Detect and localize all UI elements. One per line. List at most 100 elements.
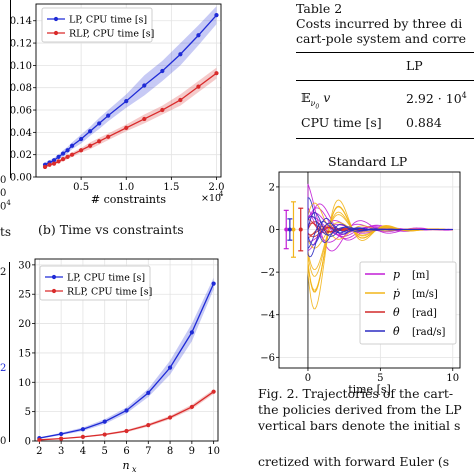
data-point (189, 330, 194, 335)
data-point (167, 415, 173, 420)
legend-unit: [m] (412, 270, 429, 281)
legend-label: LP, CPU time [s] (67, 273, 145, 284)
y-tick-label: 20 (18, 319, 31, 330)
table-cell: 2.92 · 104 (406, 91, 467, 107)
x-axis-label: time [s] (348, 383, 391, 396)
data-point (167, 365, 173, 370)
data-point (79, 148, 84, 153)
data-point (56, 154, 61, 160)
data-point (102, 432, 107, 437)
x-tick-label: 3 (58, 446, 64, 457)
data-point (56, 159, 61, 164)
left-fragment-ytick: 0 (0, 175, 7, 186)
x-multiplier-label: ×10 (201, 193, 221, 204)
y-tick-label: 0.02 (10, 150, 32, 161)
legend-symbol: p (393, 268, 400, 281)
y-tick-label: 25 (18, 290, 31, 301)
data-point (142, 116, 147, 122)
data-point (160, 68, 165, 74)
data-point (160, 107, 165, 113)
table-cell: 0.884 (406, 115, 442, 130)
legend-unit: [rad] (412, 308, 437, 319)
legend-box (41, 7, 153, 43)
data-point (69, 143, 75, 148)
data-point (97, 121, 102, 126)
left-fragment-top-axis (0, 0, 11, 178)
y-tick-label: 0.12 (10, 39, 32, 50)
legend-symbol: θ̇ (393, 325, 400, 338)
x-tick-label: 10 (446, 373, 459, 384)
table-row-label: CPU time [s] (301, 115, 382, 130)
y-tick-label: 0.04 (10, 128, 32, 139)
x-axis-label: n (122, 459, 129, 472)
data-point (214, 13, 219, 18)
plot-d-title: Standard LP (328, 154, 408, 169)
data-point (60, 151, 66, 156)
trajectory-line (307, 221, 453, 250)
table-caption-line: Costs incurred by three di (296, 16, 463, 31)
x-tick-label: 4 (80, 446, 86, 457)
legend-unit: [m/s] (412, 289, 438, 300)
data-point (196, 84, 201, 89)
data-point (102, 419, 107, 424)
data-point (146, 423, 151, 428)
data-point (59, 431, 64, 437)
left-fragment-xtick: 04 (0, 199, 11, 213)
legend-box (359, 261, 457, 345)
x-tick-label: 0.5 (73, 182, 89, 193)
y-tick-label: 0.06 (10, 106, 32, 117)
legend-label: RLP, CPU time [s] (69, 29, 154, 40)
left-fragment-bottom-axis (0, 262, 10, 442)
data-point (106, 134, 111, 139)
data-point (51, 158, 57, 163)
data-point (37, 437, 42, 442)
axes-frame (278, 171, 461, 369)
x-tick-label: 2 (36, 446, 42, 457)
y-tick-label: 5 (25, 407, 31, 418)
figure-caption-line: Fig. 2. Trajectories of the cart- (258, 386, 454, 401)
figure-caption-line: the policies derived from the LP (258, 402, 462, 417)
left-fragment-caption: ts (0, 225, 11, 239)
y-tick-label: −4 (260, 310, 275, 321)
y-tick-label: 0 (269, 225, 275, 236)
data-point (106, 113, 111, 118)
initial-state-marker (291, 227, 296, 232)
x-tick-label: 1.0 (118, 182, 134, 193)
data-point (146, 390, 151, 395)
left-fragment-ytick: 0 (0, 188, 7, 199)
data-point (69, 152, 75, 157)
left-fragment-ytick: 2 (0, 363, 7, 374)
data-point (124, 99, 129, 104)
table-col-header: LP (406, 58, 423, 73)
data-point (88, 143, 93, 148)
data-point (97, 139, 102, 144)
data-point (124, 408, 129, 413)
figure-caption-line: vertical bars denote the initial s (258, 418, 461, 433)
legend-unit: [rad/s] (412, 327, 446, 338)
table-caption-line: cart-pole system and corre (296, 31, 467, 46)
data-point (124, 125, 129, 130)
data-point (42, 164, 48, 170)
series-band (45, 67, 217, 169)
x-tick-label: 8 (167, 446, 173, 457)
initial-state-marker (287, 227, 292, 232)
y-tick-label: −6 (260, 353, 275, 364)
legend-symbol: θ (393, 306, 400, 319)
legend-symbol: ṗ (393, 287, 400, 300)
data-point (189, 404, 194, 410)
y-tick-label: 0.00 (10, 173, 32, 184)
y-tick-label: 10 (18, 378, 31, 389)
data-point (142, 83, 147, 88)
table-bottom-rule (296, 138, 474, 139)
x-tick-label: 9 (189, 446, 195, 457)
data-point (60, 157, 66, 162)
y-tick-label: 15 (18, 348, 31, 359)
x-tick-label: 5 (102, 446, 108, 457)
axes-frame (35, 3, 222, 178)
table-mid-rule (296, 80, 474, 81)
y-tick-label: 0.08 (10, 83, 32, 94)
y-tick-label: 2 (269, 182, 275, 193)
left-fragment-ytick: 2 (0, 267, 7, 278)
legend-label: RLP, CPU time [s] (67, 287, 152, 298)
